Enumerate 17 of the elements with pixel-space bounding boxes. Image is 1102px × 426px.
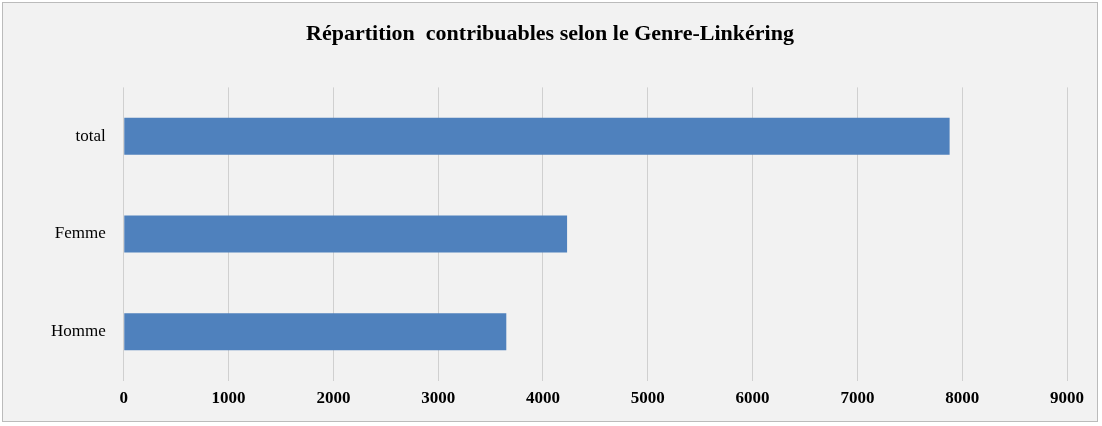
x-tick-label: 3000	[421, 388, 456, 408]
y-tick-label: Homme	[50, 321, 106, 341]
x-tick-label: 4000	[525, 388, 560, 408]
bar	[124, 313, 507, 351]
y-tick-label: total	[75, 125, 107, 145]
x-tick-label: 6000	[735, 388, 770, 408]
x-tick-label: 1000	[211, 388, 246, 408]
bar	[124, 215, 568, 253]
bar	[124, 117, 950, 155]
x-tick-label: 7000	[840, 388, 875, 408]
x-tick-label: 8000	[945, 388, 980, 408]
x-tick-label: 5000	[630, 388, 665, 408]
chart-title: Répartition contribuables selon le Genre-Linkéring	[306, 19, 794, 45]
x-tick-label: 9000	[1050, 388, 1084, 408]
y-tick-label: Femme	[54, 223, 106, 243]
x-tick-label: 2000	[316, 388, 351, 408]
x-tick-label: 0	[119, 388, 129, 408]
